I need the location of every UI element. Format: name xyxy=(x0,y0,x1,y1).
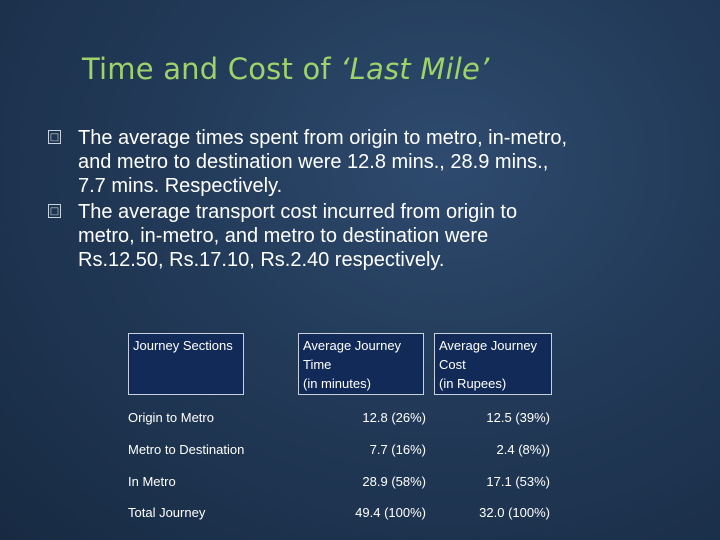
table-row: Origin to Metro 12.8 (26%) 12.5 (39%) xyxy=(128,408,552,428)
bullet-box-icon: □ xyxy=(48,130,61,144)
header-line: (in minutes) xyxy=(303,376,371,391)
bullet-line: Rs.12.50, Rs.17.10, Rs.2.40 respectively… xyxy=(78,249,445,271)
bullet-line: 7.7 mins. Respectively. xyxy=(78,175,283,197)
row-section: In Metro xyxy=(128,474,176,489)
header-line: Time xyxy=(303,357,332,372)
header-average-cost: Average Journey Cost (in Rupees) xyxy=(434,333,552,395)
slide-title: Time and Cost of ‘Last Mile’ xyxy=(82,52,489,86)
header-journey-sections: Journey Sections xyxy=(128,333,244,395)
row-time: 49.4 (100%) xyxy=(355,505,426,520)
table-row: Total Journey 49.4 (100%) 32.0 (100%) xyxy=(128,503,552,523)
bullet-line: The average times spent from origin to m… xyxy=(78,127,568,149)
bullet-line: and metro to destination were 12.8 mins.… xyxy=(78,151,549,173)
row-section: Total Journey xyxy=(128,505,206,520)
header-line: Journey Sections xyxy=(133,338,233,353)
header-line: Average Journey xyxy=(439,338,538,353)
table-row: In Metro 28.9 (58%) 17.1 (53%) xyxy=(128,472,552,492)
row-time: 7.7 (16%) xyxy=(369,442,426,457)
journey-table: Journey Sections Average Journey Time (i… xyxy=(128,333,552,520)
bullet-box-icon: □ xyxy=(48,204,61,218)
slide-title-plain: Time and Cost of xyxy=(82,52,341,86)
header-line: Cost xyxy=(439,357,466,372)
row-time: 12.8 (26%) xyxy=(362,410,426,425)
row-cost: 32.0 (100%) xyxy=(479,505,550,520)
bullet-item: □ The average times spent from origin to… xyxy=(48,126,688,198)
bullet-line: The average transport cost incurred from… xyxy=(78,201,518,223)
header-average-time: Average Journey Time (in minutes) xyxy=(298,333,424,395)
bullet-list: □ The average times spent from origin to… xyxy=(48,126,688,274)
row-cost: 2.4 (8%)) xyxy=(496,442,550,457)
row-cost: 12.5 (39%) xyxy=(486,410,550,425)
table-header: Journey Sections Average Journey Time (i… xyxy=(128,333,552,395)
row-section: Origin to Metro xyxy=(128,410,214,425)
slide-title-italic: ‘Last Mile’ xyxy=(340,52,490,86)
header-line: Average Journey xyxy=(303,338,402,353)
bullet-item: □ The average transport cost incurred fr… xyxy=(48,200,688,272)
row-section: Metro to Destination xyxy=(128,442,245,457)
bullet-line: metro, in-metro, and metro to destinatio… xyxy=(78,225,489,247)
header-line: (in Rupees) xyxy=(439,376,507,391)
row-cost: 17.1 (53%) xyxy=(486,474,550,489)
row-time: 28.9 (58%) xyxy=(362,474,426,489)
table-row: Metro to Destination 7.7 (16%) 2.4 (8%)) xyxy=(128,440,552,460)
